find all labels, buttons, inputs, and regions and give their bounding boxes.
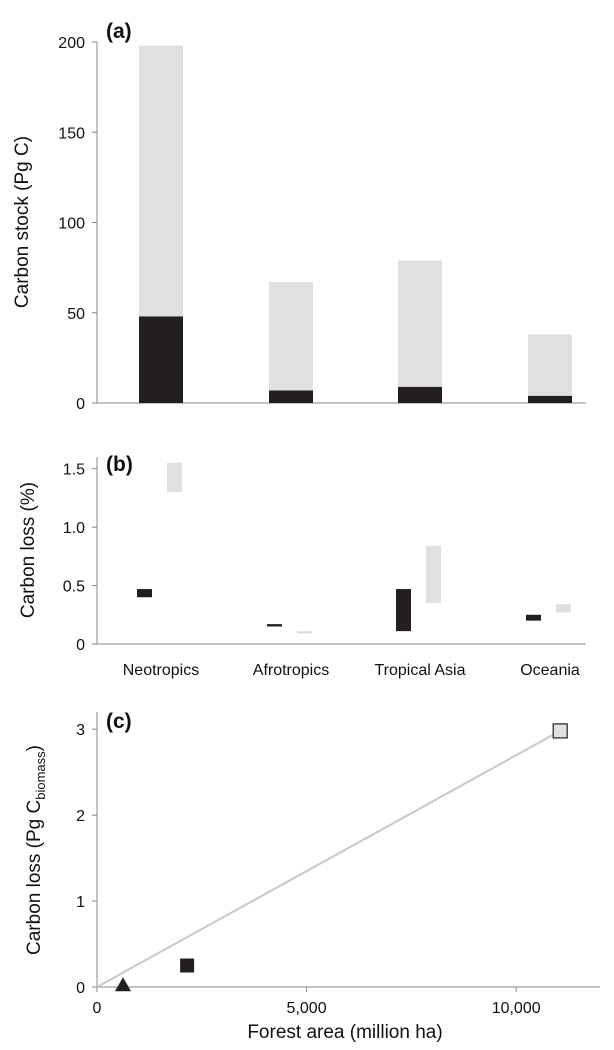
panel-b-range-light [297,631,312,634]
panel-b-y-tick-label: 1.0 [63,520,85,537]
panel-a-bar-dark [269,390,313,403]
panel-c-y-tick-label: 1 [76,894,85,911]
panel-a-bar-light [139,45,183,317]
panel-a-y-tick-label: 100 [58,216,85,233]
panel-b-range-light [556,604,571,613]
panel-b-range-dark [137,589,152,598]
panel-b-y-tick-label: 0.5 [63,579,85,596]
panel-a-bar-dark [528,395,572,403]
panel-b-category-label: Oceania [520,662,580,679]
panel-c-y-tick-label: 3 [76,722,85,739]
panel-b-category-label: Neotropics [123,662,199,679]
panel-b-category-label: Afrotropics [253,662,329,679]
panel-c-trend-line [96,730,561,988]
panel-b-category-label: Tropical Asia [375,662,466,679]
panel-c-x-tick-label: 10,000 [492,1000,541,1017]
panel-c-y-axis-label-sub: biomass [33,751,48,800]
panel-b-range-light [426,545,441,604]
panel-c-y-axis-label-main: Carbon loss (Pg C [24,800,45,955]
panel-b-range-dark [396,589,411,632]
panel-c-point-triangle [114,977,131,992]
panel-a-bar-light [528,334,572,396]
panel-a-y-tick-label: 200 [58,35,85,52]
panel-a-bar-dark [139,316,183,403]
panel-b-y-tick-label: 0 [76,637,85,654]
panel-c-x-tick-label: 5,000 [287,1000,327,1017]
panel-b-label: (b) [106,453,133,476]
panel-a-y-tick-label: 0 [76,396,85,413]
panel-c-y-tick-label: 0 [76,980,85,997]
panel-b-range-dark [526,614,541,621]
panel-b-range-dark [267,624,282,627]
panel-c-y-axis-label-end: ) [24,745,45,751]
panel-a-label: (a) [106,20,132,43]
panel-a-y-tick-label: 50 [67,306,85,323]
panel-b-y-tick-label: 1.5 [63,462,85,479]
panel-c-point-square-light [552,723,568,739]
panel-a-bar-dark [398,386,442,403]
panel-c-y-tick-label: 2 [76,808,85,825]
panel-a-bar-light [269,282,313,391]
panel-a-y-tick-label: 150 [58,125,85,142]
panel-c-y-axis-label: Carbon loss (Pg Cbiomass) [24,745,48,955]
panel-b-y-axis-label: Carbon loss (%) [18,482,39,618]
panel-c-x-tick-label: 0 [93,1000,102,1017]
panel-c-point-square-dark [180,958,195,973]
panel-c-x-axis-label: Forest area (million ha) [247,1022,442,1043]
panel-a-bar-light [398,260,442,387]
panel-c-label: (c) [106,710,132,733]
panel-a-y-axis-label: Carbon stock (Pg C) [12,136,33,308]
panel-b-range-light [167,462,182,493]
